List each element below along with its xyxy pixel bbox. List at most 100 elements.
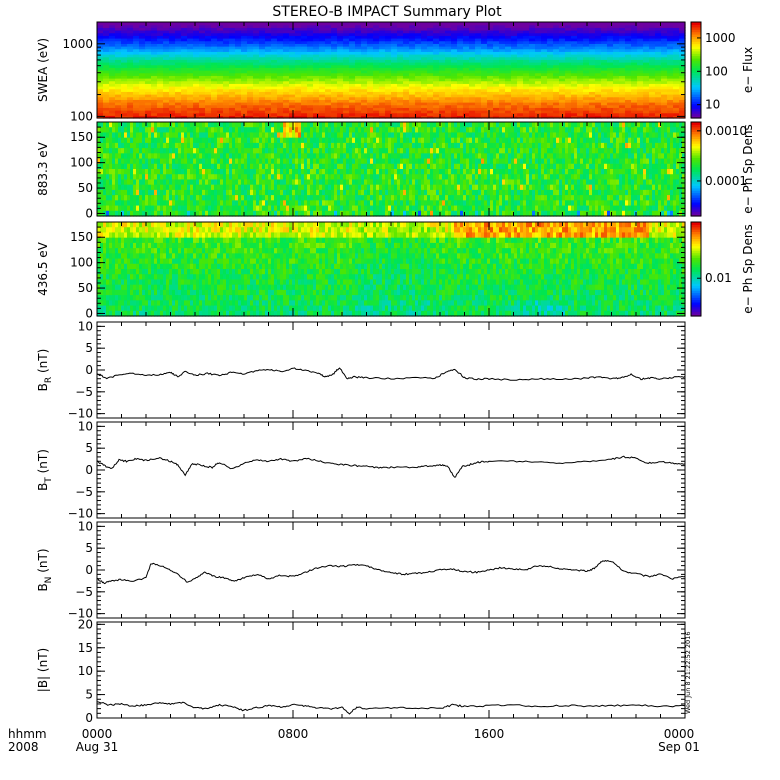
swea-heat-cell — [409, 38, 416, 42]
swea-heat-cell — [115, 104, 122, 108]
swea-heat-cell — [571, 22, 578, 26]
swea-heat-cell — [253, 99, 260, 103]
swea-heat-cell — [457, 107, 464, 111]
swea-heat-cell — [469, 22, 476, 26]
swea-heat-cell — [277, 91, 284, 95]
swea-heat-cell — [649, 48, 656, 52]
swea-heat-cell — [187, 107, 194, 111]
swea-heat-cell — [271, 86, 278, 90]
swea-heat-cell — [283, 56, 290, 60]
swea-heat-cell — [373, 24, 380, 28]
swea-heat-cell — [217, 94, 224, 98]
swea-heat-cell — [553, 32, 560, 36]
swea-heat-cell — [547, 30, 554, 34]
swea-heat-cell — [223, 88, 230, 92]
swea-heat-cell — [619, 43, 626, 47]
swea-heat-cell — [385, 70, 392, 74]
swea-heat-cell — [163, 32, 170, 36]
swea-heat-cell — [547, 54, 554, 58]
swea-heat-cell — [223, 38, 230, 42]
swea-heat-cell — [427, 24, 434, 28]
swea-heat-cell — [511, 48, 518, 52]
swea-heat-cell — [307, 27, 314, 31]
swea-heat-cell — [679, 48, 686, 52]
swea-heat-cell — [445, 54, 452, 58]
swea-heat-cell — [295, 94, 302, 98]
swea-heat-cell — [469, 40, 476, 44]
swea-heat-cell — [391, 80, 398, 84]
swea-heat-cell — [379, 43, 386, 47]
swea-heat-cell — [301, 99, 308, 103]
swea-heat-cell — [313, 104, 320, 108]
swea-heat-cell — [313, 27, 320, 31]
swea-heat-cell — [271, 99, 278, 103]
pad883-heat-cell — [151, 127, 155, 134]
swea-heat-cell — [199, 46, 206, 50]
swea-heat-cell — [181, 27, 188, 31]
swea-heat-cell — [625, 80, 632, 84]
swea-heat-cell — [253, 40, 260, 44]
swea-heat-cell — [103, 48, 110, 52]
swea-heat-cell — [547, 88, 554, 92]
swea-heat-cell — [223, 78, 230, 82]
swea-heat-cell — [445, 43, 452, 47]
swea-heat-cell — [301, 35, 308, 39]
swea-heat-cell — [271, 43, 278, 47]
swea-heat-cell — [169, 115, 176, 119]
swea-heat-cell — [457, 27, 464, 31]
swea-heat-cell — [391, 96, 398, 100]
swea-heat-cell — [529, 112, 536, 116]
pad883-heat-cell — [103, 132, 107, 139]
swea-heat-cell — [259, 91, 266, 95]
pad883-heat-cell — [130, 127, 134, 134]
swea-heat-cell — [523, 88, 530, 92]
pad883-heat-cell — [142, 205, 146, 212]
swea-heat-cell — [103, 59, 110, 63]
swea-heat-cell — [229, 51, 236, 55]
swea-heat-cell — [301, 102, 308, 106]
swea-heat-cell — [139, 91, 146, 95]
swea-heat-cell — [313, 102, 320, 106]
pad883-heat-cell — [109, 127, 113, 134]
swea-heat-cell — [259, 62, 266, 66]
swea-heat-cell — [595, 51, 602, 55]
swea-heat-cell — [97, 72, 104, 76]
swea-heat-cell — [577, 94, 584, 98]
pad883-heat-cell — [121, 205, 125, 212]
swea-heat-cell — [529, 62, 536, 66]
swea-heat-cell — [133, 59, 140, 63]
swea-heat-cell — [403, 40, 410, 44]
swea-heat-cell — [343, 112, 350, 116]
swea-heat-cell — [379, 46, 386, 50]
swea-heat-cell — [655, 67, 662, 71]
swea-heat-cell — [433, 80, 440, 84]
swea-heat-cell — [607, 62, 614, 66]
swea-heat-cell — [529, 102, 536, 106]
pad883-heat-cell — [139, 195, 143, 201]
swea-heat-cell — [451, 75, 458, 79]
swea-heat-cell — [481, 115, 488, 119]
pad883-heat-cell — [109, 158, 113, 165]
swea-heat-cell — [517, 40, 524, 44]
swea-heat-cell — [391, 40, 398, 44]
swea-heat-cell — [595, 67, 602, 71]
swea-heat-cell — [361, 24, 368, 28]
swea-heat-cell — [265, 38, 272, 42]
swea-heat-cell — [619, 112, 626, 116]
swea-heat-cell — [523, 43, 530, 47]
swea-heat-cell — [673, 80, 680, 84]
swea-heat-cell — [463, 78, 470, 82]
swea-colorbar-cell — [691, 48, 701, 52]
pad883-heat-cell — [100, 163, 104, 170]
swea-heat-cell — [385, 91, 392, 95]
swea-heat-cell — [271, 104, 278, 108]
swea-heat-cell — [283, 64, 290, 68]
swea-heat-cell — [145, 107, 152, 111]
swea-heat-cell — [637, 83, 644, 87]
swea-heat-cell — [151, 43, 158, 47]
pad883-heat-cell — [115, 179, 119, 186]
swea-heat-cell — [523, 75, 530, 79]
swea-heat-cell — [235, 107, 242, 111]
pad883-heat-cell — [112, 163, 116, 170]
swea-heat-cell — [499, 94, 506, 98]
